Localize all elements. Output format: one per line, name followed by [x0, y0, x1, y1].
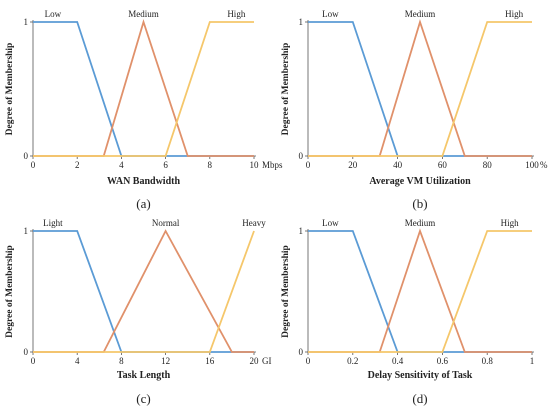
series-label-medium: Medium — [128, 9, 159, 19]
x-tick-label: 0.2 — [347, 356, 358, 366]
x-tick-label: 1 — [530, 356, 535, 366]
series-label-medium: Medium — [405, 9, 436, 19]
series-line-medium — [308, 19, 532, 157]
y-axis-title: Degree of Membership — [281, 245, 291, 338]
x-unit-label: Mbps — [262, 160, 283, 170]
x-tick-label: 8 — [119, 356, 124, 366]
x-tick-label: 12 — [161, 356, 170, 366]
chart-panel-3: 0 1 0 4 8 12 16 20 GI Light Normal Heavy Degree of M… — [5, 218, 272, 406]
series-label-normal: Normal — [152, 218, 180, 228]
series-line-low — [33, 21, 254, 157]
y-tick-label: 1 — [299, 226, 304, 236]
x-tick-label: 100 — [525, 160, 539, 170]
panel-label: (b) — [412, 196, 427, 211]
x-tick-label: 0 — [306, 160, 311, 170]
y-tick-label: 0 — [24, 347, 29, 357]
panel-label: (c) — [136, 391, 150, 406]
series-label-low: Low — [45, 9, 62, 19]
x-tick-label: 2 — [75, 160, 80, 170]
x-tick-label: 4 — [119, 160, 124, 170]
x-tick-label: 8 — [208, 160, 213, 170]
x-axis-title: Average VM Utilization — [369, 176, 471, 187]
x-tick-label: 60 — [438, 160, 448, 170]
y-tick-label: 0 — [24, 151, 29, 161]
x-tick-label: 0.6 — [437, 356, 449, 366]
x-tick-label: 0.4 — [392, 356, 404, 366]
x-axis-title: WAN Bandwidth — [107, 176, 181, 187]
series-label-heavy: Heavy — [242, 218, 266, 228]
y-tick-label: 0 — [299, 151, 304, 161]
x-tick-label: 16 — [205, 356, 215, 366]
series-label-high: High — [227, 9, 246, 19]
x-tick-label: 0 — [31, 160, 36, 170]
series-label-high: High — [501, 218, 520, 228]
series-line-medium — [33, 18, 254, 157]
x-tick-label: 6 — [163, 160, 168, 170]
y-tick-label: 0 — [299, 347, 304, 357]
x-axis-title: Delay Sensitivity of Task — [368, 370, 473, 381]
x-tick-label: 40 — [393, 160, 403, 170]
x-tick-label: 4 — [75, 356, 80, 366]
series-label-high: High — [505, 9, 524, 19]
y-tick-label: 1 — [299, 17, 304, 27]
series-line-high — [308, 21, 532, 157]
x-tick-label: 0 — [306, 356, 311, 366]
y-tick-label: 1 — [24, 17, 29, 27]
series-label-medium: Medium — [405, 218, 436, 228]
series-label-low: Low — [322, 218, 339, 228]
series-line-medium — [308, 228, 532, 353]
series-line-heavy — [33, 230, 255, 353]
y-axis-title: Degree of Membership — [5, 245, 15, 338]
x-tick-label: 80 — [483, 160, 493, 170]
y-axis-title: Degree of Membership — [5, 43, 15, 136]
series-line-low — [308, 21, 532, 157]
x-tick-label: 0 — [31, 356, 36, 366]
series-line-light — [33, 230, 254, 353]
x-unit-label: GI — [262, 356, 272, 366]
y-tick-label: 1 — [24, 226, 29, 236]
x-tick-label: 20 — [250, 356, 260, 366]
series-line-normal — [33, 229, 254, 353]
x-tick-label: 0.8 — [482, 356, 494, 366]
x-tick-label: 10 — [250, 160, 260, 170]
chart-panel-4: 0 1 0 0.2 0.4 0.6 0.8 1 Low Medium High Degree of M… — [281, 218, 534, 406]
panel-label: (a) — [136, 196, 150, 211]
series-line-high — [33, 21, 254, 157]
x-axis-title: Task Length — [117, 370, 171, 381]
series-line-low — [308, 230, 532, 353]
x-unit-label: % — [540, 160, 548, 170]
series-label-light: Light — [43, 218, 63, 228]
panel-label: (d) — [412, 391, 427, 406]
series-label-low: Low — [322, 9, 339, 19]
series-line-high — [308, 230, 532, 353]
x-tick-label: 20 — [348, 160, 358, 170]
y-axis-title: Degree of Membership — [281, 43, 291, 136]
